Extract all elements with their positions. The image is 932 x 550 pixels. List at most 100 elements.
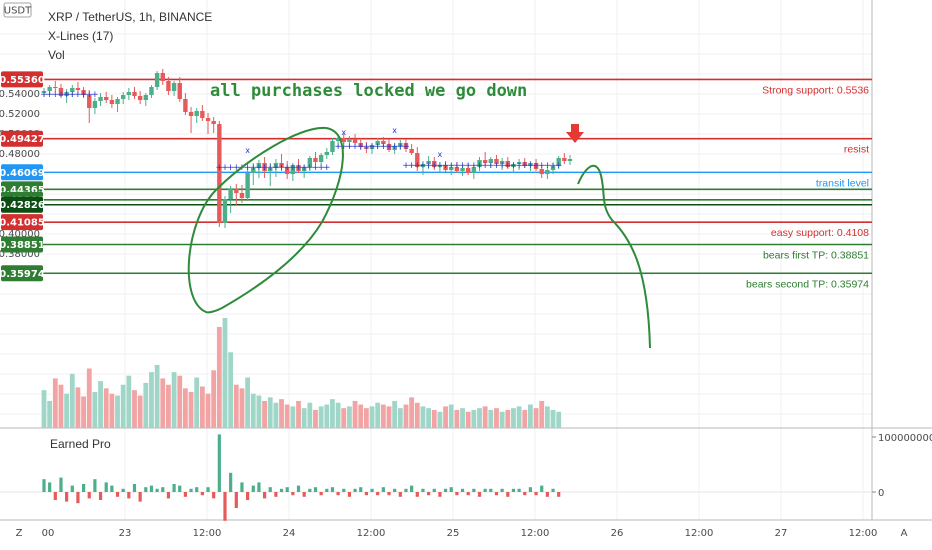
- earned-pro-bar: [404, 488, 408, 492]
- xline-x-marker: x: [341, 128, 346, 137]
- volume-bar: [409, 397, 415, 428]
- lower-pane-title[interactable]: Earned Pro: [50, 437, 111, 451]
- candle-body: [432, 161, 437, 167]
- volume-bar: [380, 404, 386, 428]
- xline-plus-marker: +: [408, 161, 416, 171]
- candle-body: [460, 168, 465, 171]
- earned-pro-bar: [70, 485, 74, 492]
- earned-pro-bar: [217, 434, 221, 492]
- xline-plus-marker: +: [357, 142, 365, 152]
- candle-body: [505, 161, 510, 167]
- price-tag: [1, 71, 43, 88]
- earned-pro-bar: [477, 492, 482, 497]
- candle-body: [426, 161, 431, 164]
- volume-bar: [471, 409, 477, 428]
- candle-body: [550, 166, 556, 170]
- earned-pro-bar: [319, 492, 323, 496]
- volume-bar: [137, 395, 143, 428]
- xline-plus-marker: +: [278, 163, 286, 173]
- candle-body: [262, 163, 267, 171]
- candle-body: [499, 161, 505, 164]
- corner-right-a[interactable]: A: [901, 528, 908, 539]
- symbol-title[interactable]: XRP / TetherUS, 1h, BINANCE: [48, 10, 212, 24]
- xline-plus-marker: +: [368, 142, 376, 152]
- earned-pro-bar: [534, 492, 538, 496]
- candle-body: [81, 90, 86, 95]
- volume-bar: [245, 377, 251, 428]
- volume-bar: [296, 400, 301, 428]
- volume-bar: [177, 375, 183, 428]
- candle-body: [285, 167, 290, 174]
- candle-body: [132, 92, 137, 96]
- volume-bar: [363, 408, 369, 428]
- candle-body: [369, 145, 375, 149]
- time-tick-label: 25: [447, 528, 460, 539]
- corner-left-z[interactable]: Z: [16, 528, 23, 539]
- candle-body: [465, 168, 471, 173]
- xline-plus-marker: +: [216, 163, 224, 173]
- candle-body: [296, 165, 301, 171]
- xline-plus-marker: +: [447, 161, 455, 171]
- volume-bar: [369, 406, 375, 428]
- volume-bar: [392, 400, 398, 428]
- volume-bars: [41, 318, 562, 428]
- earned-pro-bar: [132, 484, 137, 492]
- volume-bar: [52, 378, 58, 428]
- time-tick-label: 26: [611, 528, 624, 539]
- candle-body: [398, 143, 403, 146]
- volume-bar: [533, 408, 539, 428]
- candle-body: [556, 158, 561, 166]
- time-tick-label: 12:00: [193, 528, 222, 539]
- earned-pro-bar: [376, 492, 380, 496]
- earned-pro-bar: [262, 492, 267, 499]
- xline-plus-marker: +: [227, 163, 235, 173]
- xline-plus-marker: +: [233, 163, 241, 173]
- earned-pro-bar: [285, 487, 289, 492]
- xline-plus-marker: +: [544, 161, 552, 171]
- candle-body: [301, 167, 307, 171]
- indicator-xlines[interactable]: X-Lines (17): [48, 29, 113, 43]
- candle-body: [234, 189, 239, 193]
- candle-body: [545, 170, 550, 174]
- volume-bar: [330, 399, 335, 428]
- currency-badge[interactable]: [3, 2, 32, 18]
- xline-plus-marker: +: [442, 161, 450, 171]
- header: USDT XRP / TetherUS, 1h, BINANCE X-Lines…: [3, 2, 212, 451]
- candle-body: [120, 95, 126, 99]
- candle-body: [375, 141, 380, 145]
- candle-body: [511, 164, 516, 167]
- volume-bar: [301, 408, 307, 428]
- candle-body: [41, 91, 47, 93]
- indicator-vol[interactable]: Vol: [48, 48, 65, 62]
- xline-plus-marker: +: [459, 161, 467, 171]
- candle-body: [47, 87, 52, 91]
- earned-pro-bar: [330, 487, 335, 492]
- earned-pro-bar: [279, 488, 284, 492]
- volume-bar: [115, 395, 120, 428]
- volume-bar: [239, 388, 245, 428]
- candle-body: [279, 163, 284, 167]
- earned-pro-bar: [528, 487, 533, 492]
- volume-bar: [81, 396, 86, 428]
- candle-body: [154, 73, 160, 87]
- volume-bar: [182, 388, 188, 428]
- volume-bar: [262, 400, 267, 428]
- earned-pro-bar: [370, 488, 374, 492]
- candle-body: [477, 160, 482, 167]
- candle-body: [87, 95, 92, 108]
- xline-plus-marker: +: [340, 142, 348, 152]
- candle-body: [222, 199, 228, 223]
- xline-plus-marker: +: [266, 163, 274, 173]
- earned-pro-bar: [172, 484, 176, 492]
- volume-bar: [47, 400, 53, 428]
- earned-pro-bar: [110, 485, 114, 492]
- earned-pro-bar: [551, 488, 555, 492]
- earned-pro-bar: [189, 488, 193, 492]
- volume-bar: [358, 404, 364, 428]
- earned-pro-bar: [472, 488, 476, 492]
- price-tag: [1, 130, 43, 147]
- time-axis[interactable]: 00 23 12:00 24 12:00 25 12:00 26 12:00 27 12:00: [42, 528, 878, 539]
- candle-body: [562, 158, 567, 161]
- earned-pro-bar: [483, 488, 487, 492]
